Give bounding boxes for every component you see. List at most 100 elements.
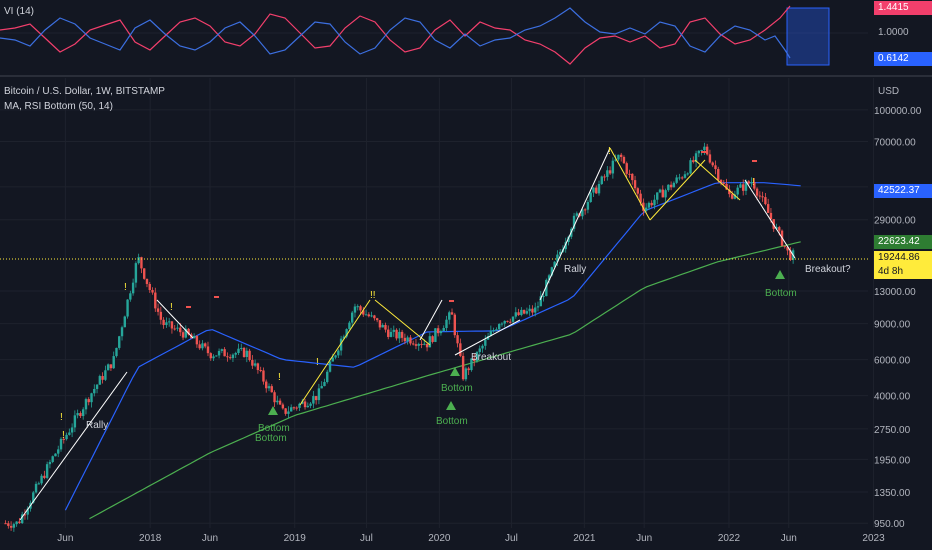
candle-body xyxy=(644,207,648,211)
candle-body xyxy=(672,182,676,188)
candle-body xyxy=(34,483,38,493)
candle-body xyxy=(276,400,279,403)
candle-body xyxy=(212,356,215,359)
ma50-badge: 42522.37 xyxy=(874,184,932,198)
candle-body xyxy=(278,400,282,405)
candle-body xyxy=(143,268,146,279)
candle-body xyxy=(631,173,634,181)
candle-body xyxy=(633,180,637,189)
candle-body xyxy=(173,328,176,330)
candle-body xyxy=(667,184,670,191)
x-tick-label: 2021 xyxy=(573,533,596,544)
candle-body xyxy=(714,165,717,170)
candle-body xyxy=(309,403,312,406)
candle-body xyxy=(70,427,74,433)
symbol-legend[interactable]: Bitcoin / U.S. Dollar, 1W, BITSTAMP xyxy=(4,86,165,97)
candle-body xyxy=(362,310,365,315)
candle-body xyxy=(209,353,212,359)
candle-body xyxy=(326,371,329,383)
candle-body xyxy=(76,413,79,416)
svg-text:!: ! xyxy=(608,146,611,157)
candle-body xyxy=(536,306,540,308)
candle-body xyxy=(445,319,448,329)
svg-text:!: ! xyxy=(60,412,63,423)
candle-body xyxy=(647,202,651,208)
candle-body xyxy=(334,355,337,358)
candle-body xyxy=(248,350,251,360)
candle-body xyxy=(423,343,426,345)
candle-body xyxy=(539,296,542,307)
candle-body xyxy=(217,350,221,356)
candle-body xyxy=(320,386,323,389)
candle-body xyxy=(348,322,351,330)
candle-body xyxy=(420,343,423,345)
candle-body xyxy=(57,449,60,454)
candle-body xyxy=(375,318,379,321)
candle-body xyxy=(581,209,584,217)
candle-body xyxy=(739,184,742,188)
candle-body xyxy=(381,324,384,328)
x-axis[interactable]: Jun 2018 Jun 2019 Jul 2020 Jul 2021 Jun 2022 Jun 20… xyxy=(57,533,885,544)
candle-body xyxy=(15,521,18,525)
ma200-badge: 22623.42 xyxy=(874,235,932,249)
candle-body xyxy=(389,331,393,337)
candle-body xyxy=(456,335,459,344)
candle-body xyxy=(431,336,434,342)
candle-body xyxy=(406,337,409,342)
candle-body xyxy=(753,182,756,189)
candle-body xyxy=(298,403,301,408)
candle-body xyxy=(403,337,407,342)
candle-body xyxy=(542,296,545,298)
candle-body xyxy=(669,184,673,188)
annotation-bottom-5: Bottom xyxy=(765,288,797,299)
candle-body xyxy=(722,182,725,184)
candle-body xyxy=(345,329,348,337)
x-tick-label: Jun xyxy=(202,533,218,544)
candle-body xyxy=(295,407,298,409)
y-tick-label: 100000.00 xyxy=(874,106,922,117)
candle-body xyxy=(628,173,631,175)
y-tick-label: 4000.00 xyxy=(874,392,911,403)
candle-body xyxy=(237,348,240,353)
candle-body xyxy=(350,312,354,323)
candle-body xyxy=(167,321,171,323)
countdown-badge: 4d 8h xyxy=(874,265,932,279)
candle-body xyxy=(87,399,90,403)
candle-body xyxy=(636,188,640,194)
candle-body xyxy=(93,388,96,394)
candle-body xyxy=(758,195,762,197)
vi-minus-line xyxy=(0,7,791,59)
candle-body xyxy=(730,194,734,199)
candle-body xyxy=(73,415,77,428)
candle-body xyxy=(409,337,412,344)
svg-text:!: ! xyxy=(124,282,127,293)
candle-body xyxy=(517,312,520,316)
x-tick-label: 2022 xyxy=(718,533,741,544)
candle-body xyxy=(750,182,753,184)
candle-body xyxy=(98,376,102,385)
candle-body xyxy=(270,386,273,393)
candle-body xyxy=(231,354,235,359)
study-legend[interactable]: MA, RSI Bottom (50, 14) xyxy=(4,101,113,112)
candle-body xyxy=(511,316,515,322)
y-tick-label: 13000.00 xyxy=(874,287,916,298)
x-tick-label: 2023 xyxy=(862,533,885,544)
indicator-legend[interactable]: VI (14) xyxy=(4,6,35,17)
candle-body xyxy=(259,370,262,372)
candle-body xyxy=(789,250,792,260)
x-tick-label: 2018 xyxy=(139,533,162,544)
candle-body xyxy=(7,523,10,526)
candle-body xyxy=(558,251,562,255)
y-tick-label: 1950.00 xyxy=(874,455,911,466)
candle-body xyxy=(453,314,456,336)
candle-body xyxy=(428,336,432,348)
candle-body xyxy=(337,350,340,356)
candle-body xyxy=(245,350,249,357)
svg-text:!: ! xyxy=(62,430,65,441)
annotation-bottom-2: Bottom xyxy=(255,433,287,444)
candle-body xyxy=(251,359,254,366)
candle-body xyxy=(461,355,465,380)
candle-body xyxy=(556,254,559,262)
candle-body xyxy=(520,309,523,316)
